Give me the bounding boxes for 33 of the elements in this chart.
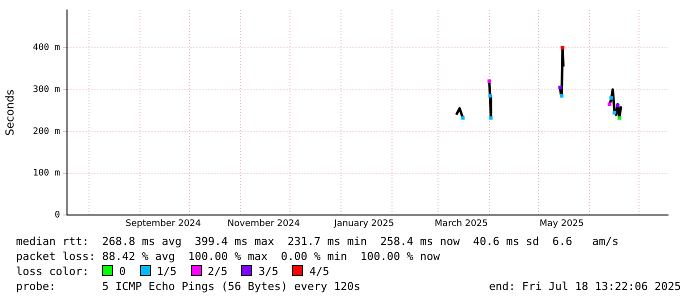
point bbox=[616, 104, 620, 108]
point bbox=[489, 116, 493, 120]
x-tick-label: September 2024 bbox=[125, 218, 202, 229]
x-tick-label: March 2025 bbox=[434, 218, 488, 229]
point bbox=[608, 102, 612, 106]
x-tick-label: January 2025 bbox=[333, 218, 394, 229]
legend-label: 0 bbox=[118, 265, 126, 278]
y-tick-label: 200 m bbox=[32, 126, 60, 137]
legend-label: 3/5 bbox=[257, 265, 278, 278]
x-tick-label: November 2024 bbox=[227, 218, 300, 229]
point bbox=[558, 86, 562, 90]
text: end: Fri Jul 18 13:22:06 2025 bbox=[488, 279, 681, 294]
legend-title: loss color: bbox=[16, 265, 89, 278]
text: median rtt: 268.8 ms avg 399.4 ms max 231.7 ms min 258.4 ms now 40.6 ms sd 6.6 am/s bbox=[16, 234, 620, 249]
y-axis-title: Seconds bbox=[3, 89, 16, 136]
y-tick-label: 300 m bbox=[32, 84, 60, 95]
point bbox=[612, 110, 616, 114]
y-tick-label: 100 m bbox=[32, 168, 60, 179]
point bbox=[560, 46, 564, 50]
y-tick-label: 0 bbox=[54, 210, 60, 221]
point bbox=[618, 116, 622, 120]
point bbox=[488, 94, 492, 98]
point bbox=[461, 116, 465, 120]
point bbox=[560, 94, 564, 98]
text: packet loss: 88.42 % avg 100.00 % max 0.00 % min 100.00 % now bbox=[16, 249, 441, 264]
point bbox=[609, 96, 613, 100]
x-tick-label: May 2025 bbox=[540, 218, 584, 229]
y-tick-label: 400 m bbox=[32, 43, 60, 54]
point bbox=[487, 79, 492, 83]
legend-label: 1/5 bbox=[156, 265, 177, 278]
legend-label: 2/5 bbox=[206, 265, 228, 278]
text: probe: 5 ICMP Echo Pings (56 Bytes) every 120s bbox=[16, 280, 360, 293]
legend-label: 4/5 bbox=[308, 265, 330, 278]
